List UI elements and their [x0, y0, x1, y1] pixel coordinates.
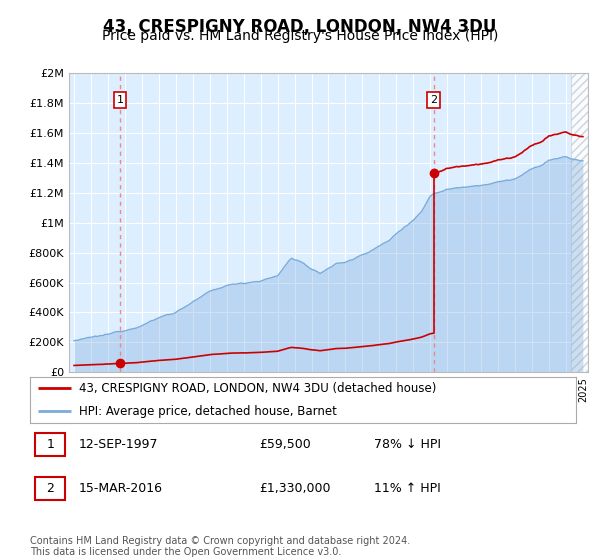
Text: 43, CRESPIGNY ROAD, LONDON, NW4 3DU: 43, CRESPIGNY ROAD, LONDON, NW4 3DU: [103, 18, 497, 36]
Text: 1: 1: [117, 95, 124, 105]
Bar: [35, 433, 65, 456]
Text: £59,500: £59,500: [259, 438, 311, 451]
Text: 43, CRESPIGNY ROAD, LONDON, NW4 3DU (detached house): 43, CRESPIGNY ROAD, LONDON, NW4 3DU (det…: [79, 382, 437, 395]
Text: 2: 2: [430, 95, 437, 105]
Text: Price paid vs. HM Land Registry's House Price Index (HPI): Price paid vs. HM Land Registry's House …: [102, 29, 498, 43]
Bar: [35, 477, 65, 500]
Text: 1: 1: [47, 438, 55, 451]
Text: 15-MAR-2016: 15-MAR-2016: [79, 482, 163, 494]
Text: HPI: Average price, detached house, Barnet: HPI: Average price, detached house, Barn…: [79, 405, 337, 418]
Text: £1,330,000: £1,330,000: [259, 482, 331, 494]
Text: 12-SEP-1997: 12-SEP-1997: [79, 438, 158, 451]
Text: 2: 2: [47, 482, 55, 494]
Text: Contains HM Land Registry data © Crown copyright and database right 2024.
This d: Contains HM Land Registry data © Crown c…: [30, 535, 410, 557]
Text: 11% ↑ HPI: 11% ↑ HPI: [374, 482, 441, 494]
Text: 78% ↓ HPI: 78% ↓ HPI: [374, 438, 441, 451]
